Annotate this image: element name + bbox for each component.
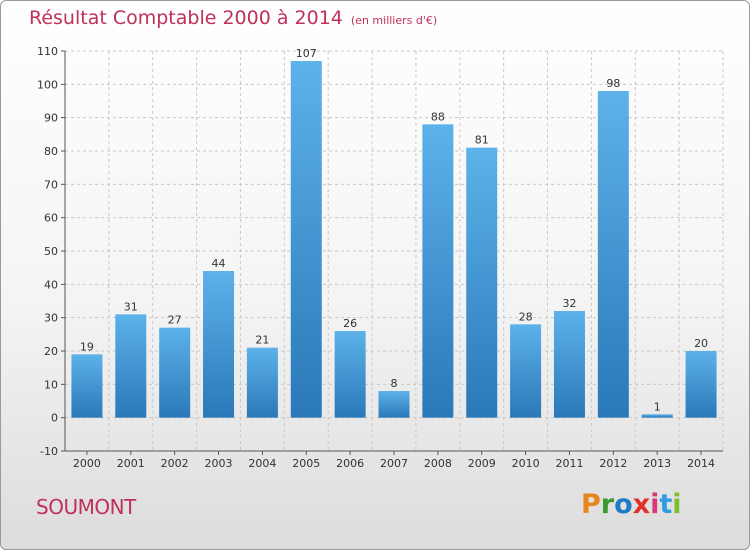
bar-2010 [510, 324, 542, 418]
x-tick-label-2007: 2007 [380, 457, 408, 470]
x-tick-label-2010: 2010 [512, 457, 540, 470]
chart-unit: (en milliers d'€) [350, 14, 438, 27]
y-tick-label: 30 [44, 312, 58, 325]
bar-2011 [553, 311, 585, 418]
x-tick-label-2004: 2004 [248, 457, 276, 470]
y-tick-label: 20 [44, 345, 58, 358]
x-tick-label-2002: 2002 [161, 457, 189, 470]
bar-2006 [334, 331, 366, 418]
brand-letter: P [581, 489, 601, 520]
x-tick-label-2012: 2012 [599, 457, 627, 470]
x-tick-label-2003: 2003 [205, 457, 233, 470]
y-tick-label: 50 [44, 245, 58, 258]
data-label-2005: 107 [296, 47, 317, 60]
brand-letter: o [614, 489, 633, 520]
y-tick-label: 80 [44, 145, 58, 158]
bar-2002 [159, 327, 191, 418]
x-tick-label-2008: 2008 [424, 457, 452, 470]
brand-letter: t [659, 489, 673, 520]
y-tick-label: -10 [40, 445, 58, 458]
y-tick-label: 110 [37, 45, 58, 58]
bar-2012 [597, 91, 629, 418]
y-tick-label: 10 [44, 378, 58, 391]
data-label-2013: 1 [654, 400, 661, 413]
data-label-2007: 8 [391, 377, 398, 390]
brand-letter: r [600, 489, 615, 520]
bar-2013 [641, 414, 673, 418]
commune-name: SOUMONT [36, 495, 136, 519]
chart-title-text: Résultat Comptable 2000 à 2014 [29, 7, 343, 29]
x-tick-label-2009: 2009 [468, 457, 496, 470]
x-tick-label-2006: 2006 [336, 457, 364, 470]
x-tick-label-2014: 2014 [687, 457, 715, 470]
x-tick-label-2011: 2011 [555, 457, 583, 470]
x-tick-label-2001: 2001 [117, 457, 145, 470]
brand-letter: i [672, 489, 682, 520]
bar-2001 [115, 314, 147, 418]
data-label-2006: 26 [343, 317, 357, 330]
y-tick-label: 60 [44, 212, 58, 225]
brand-letter: i [650, 489, 660, 520]
bars [71, 61, 717, 418]
axes: -10 0 10 20 30 40 50 60 70 80 90 100 110 2000 2001 2002… [37, 45, 723, 470]
y-tick-label: 90 [44, 112, 58, 125]
data-label-2004: 21 [255, 334, 269, 347]
data-label-2000: 19 [80, 340, 94, 353]
x-tick-label-2000: 2000 [73, 457, 101, 470]
bar-2003 [203, 271, 235, 418]
bar-2014 [685, 351, 717, 418]
brand-letter: x [632, 489, 651, 520]
data-label-2001: 31 [124, 300, 138, 313]
data-label-2003: 44 [212, 257, 226, 270]
y-tick-label: 100 [37, 78, 58, 91]
bar-2009 [466, 147, 498, 418]
chart-title: Résultat Comptable 2000 à 2014 (en millie… [29, 7, 437, 29]
y-tick-label: 0 [51, 412, 58, 425]
data-label-2008: 88 [431, 110, 445, 123]
bar-2007 [378, 391, 410, 418]
proxiti-logo: Proxiti [581, 489, 682, 520]
data-label-2012: 98 [606, 77, 620, 90]
data-label-2011: 32 [562, 297, 576, 310]
y-tick-label: 40 [44, 278, 58, 291]
data-label-2009: 81 [475, 134, 489, 147]
bar-2000 [71, 354, 103, 418]
bar-2005 [290, 61, 322, 418]
x-tick-label-2005: 2005 [292, 457, 320, 470]
bar-2004 [246, 347, 278, 418]
x-tick-label-2013: 2013 [643, 457, 671, 470]
data-label-2002: 27 [168, 314, 182, 327]
data-label-2010: 28 [519, 310, 533, 323]
y-tick-label: 70 [44, 178, 58, 191]
data-label-2014: 20 [694, 337, 708, 350]
bar-2008 [422, 124, 454, 418]
